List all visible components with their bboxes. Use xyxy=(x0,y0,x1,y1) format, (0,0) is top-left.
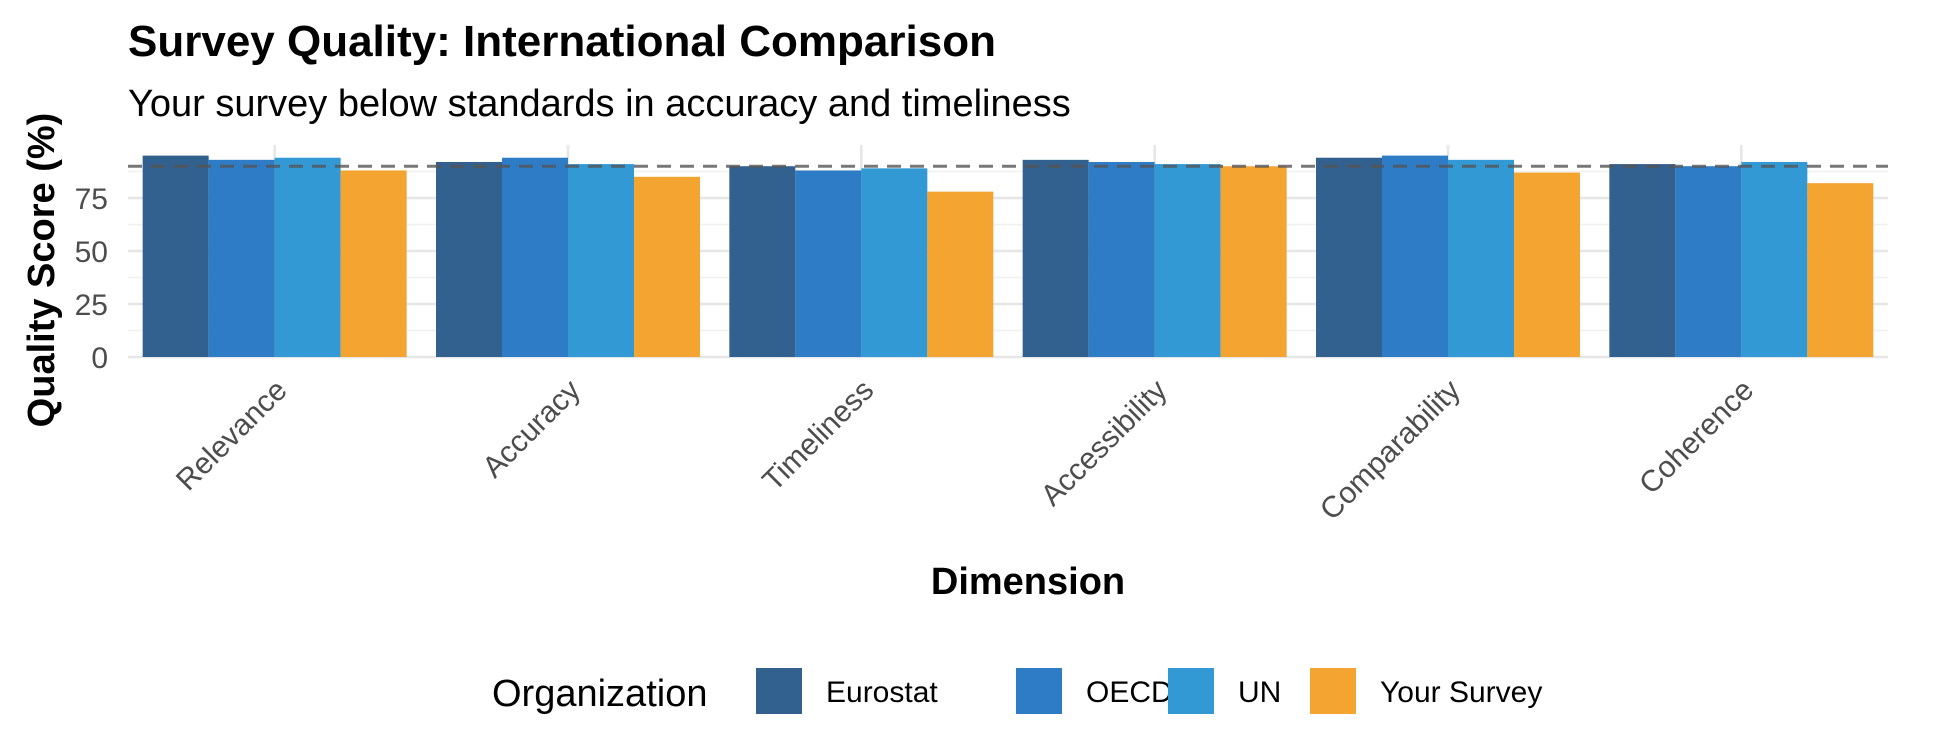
bar-un-timeliness xyxy=(861,168,928,357)
x-axis-title: Dimension xyxy=(931,561,1125,603)
bars xyxy=(142,155,1874,357)
bar-your-survey-accessibility xyxy=(1220,166,1287,357)
x-tick-label: Accuracy xyxy=(476,374,587,485)
x-axis-ticks: Relevance Accuracy Timeliness Accessibility… xyxy=(170,374,1760,527)
bar-oecd-relevance xyxy=(208,159,275,357)
y-axis-title: Quality Score (%) xyxy=(21,113,63,428)
legend-label: Eurostat xyxy=(826,676,938,709)
bar-eurostat-relevance xyxy=(142,155,209,357)
x-tick-label: Accessibility xyxy=(1035,374,1174,513)
bar-un-accuracy xyxy=(568,164,634,357)
y-tick-label: 25 xyxy=(75,289,108,322)
y-tick-label: 0 xyxy=(91,342,108,375)
legend-key-your-survey xyxy=(1310,668,1356,714)
y-axis-ticks: 0 25 50 75 xyxy=(75,183,108,375)
bar-oecd-accessibility xyxy=(1088,161,1155,357)
legend-key-eurostat xyxy=(756,668,802,714)
legend-label: UN xyxy=(1238,676,1281,709)
bar-un-comparability xyxy=(1448,159,1514,357)
x-tick-label: Coherence xyxy=(1633,374,1760,501)
legend-label: OECD xyxy=(1086,676,1173,709)
legend-label: Your Survey xyxy=(1380,676,1542,709)
legend: Organization Eurostat OECD UN Your Survey xyxy=(492,668,1542,715)
bar-your-survey-comparability xyxy=(1514,172,1580,357)
bar-eurostat-accessibility xyxy=(1022,159,1089,357)
chart-title: Survey Quality: International Comparison xyxy=(128,17,996,66)
bar-your-survey-accuracy xyxy=(634,176,700,357)
chart-subtitle: Your survey below standards in accuracy … xyxy=(128,83,1071,125)
y-tick-label: 50 xyxy=(75,236,108,269)
x-tick-label: Timeliness xyxy=(756,374,880,498)
bar-eurostat-accuracy xyxy=(436,161,502,357)
bar-un-relevance xyxy=(274,157,341,357)
legend-key-oecd xyxy=(1016,668,1062,714)
bar-eurostat-timeliness xyxy=(729,166,796,357)
bar-oecd-timeliness xyxy=(795,170,862,357)
bar-your-survey-coherence xyxy=(1807,183,1874,357)
bar-oecd-coherence xyxy=(1675,166,1742,357)
bar-eurostat-comparability xyxy=(1316,157,1382,357)
bar-your-survey-relevance xyxy=(340,170,407,357)
legend-key-un xyxy=(1168,668,1214,714)
legend-title: Organization xyxy=(492,673,707,715)
x-tick-label: Comparability xyxy=(1314,374,1467,527)
x-tick-label: Relevance xyxy=(170,374,294,498)
bar-un-accessibility xyxy=(1154,164,1221,357)
bar-oecd-comparability xyxy=(1382,155,1448,357)
bar-eurostat-coherence xyxy=(1609,164,1676,357)
bar-your-survey-timeliness xyxy=(927,191,994,357)
y-tick-label: 75 xyxy=(75,183,108,216)
bar-un-coherence xyxy=(1741,161,1808,357)
bar-oecd-accuracy xyxy=(502,157,568,357)
